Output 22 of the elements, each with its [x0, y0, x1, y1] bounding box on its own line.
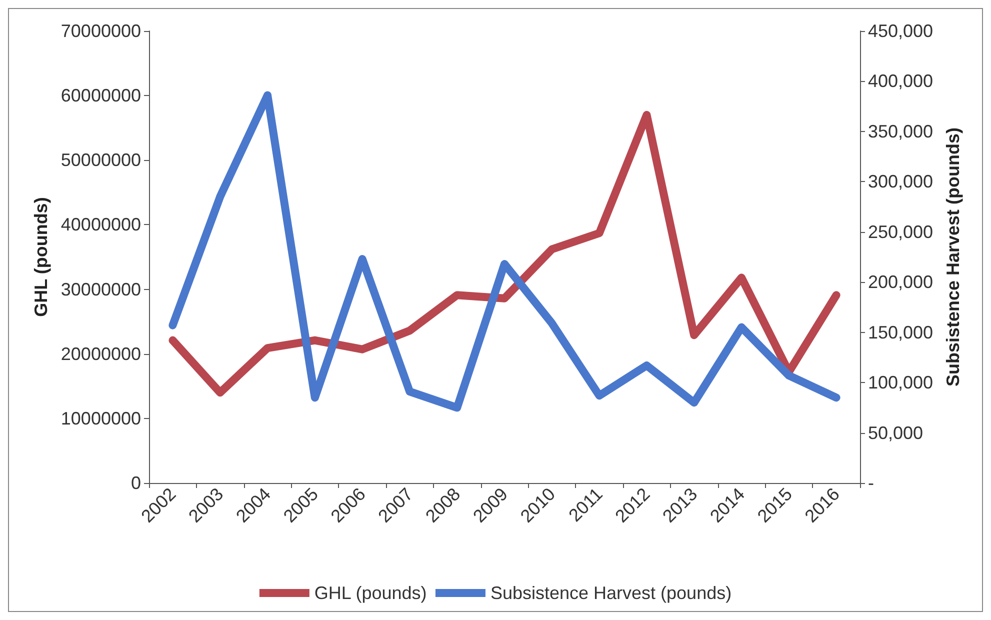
y-tick-label: 0 — [130, 473, 141, 493]
y2-tick-label: 200,000 — [868, 272, 934, 292]
y-tick-label: 70000000 — [60, 21, 141, 41]
y2-tick-label: 150,000 — [868, 322, 934, 342]
y2-tick-label: 250,000 — [868, 222, 934, 242]
y-tick-label: 50000000 — [60, 150, 141, 170]
y2-tick-label: 350,000 — [868, 121, 934, 142]
legend-label: Subsistence Harvest (pounds) — [490, 583, 732, 603]
y2-tick-label: 300,000 — [868, 172, 934, 192]
y2-tick-label: 400,000 — [868, 71, 934, 92]
y2-tick-label: - — [868, 473, 874, 493]
y-tick-label: 10000000 — [60, 408, 141, 428]
y-tick-label: 40000000 — [60, 214, 141, 235]
y-tick-label: 30000000 — [60, 279, 141, 300]
y-axis-title: GHL (pounds) — [31, 197, 52, 317]
y2-tick-label: 450,000 — [868, 21, 934, 41]
y-tick-label: 60000000 — [60, 86, 141, 106]
y2-axis-title: Subsistence Harvest (pounds) — [942, 127, 963, 387]
y2-tick-label: 50,000 — [868, 422, 924, 443]
y-tick-label: 20000000 — [60, 344, 141, 364]
legend-label: GHL (pounds) — [314, 583, 427, 603]
y2-tick-label: 100,000 — [868, 372, 934, 393]
